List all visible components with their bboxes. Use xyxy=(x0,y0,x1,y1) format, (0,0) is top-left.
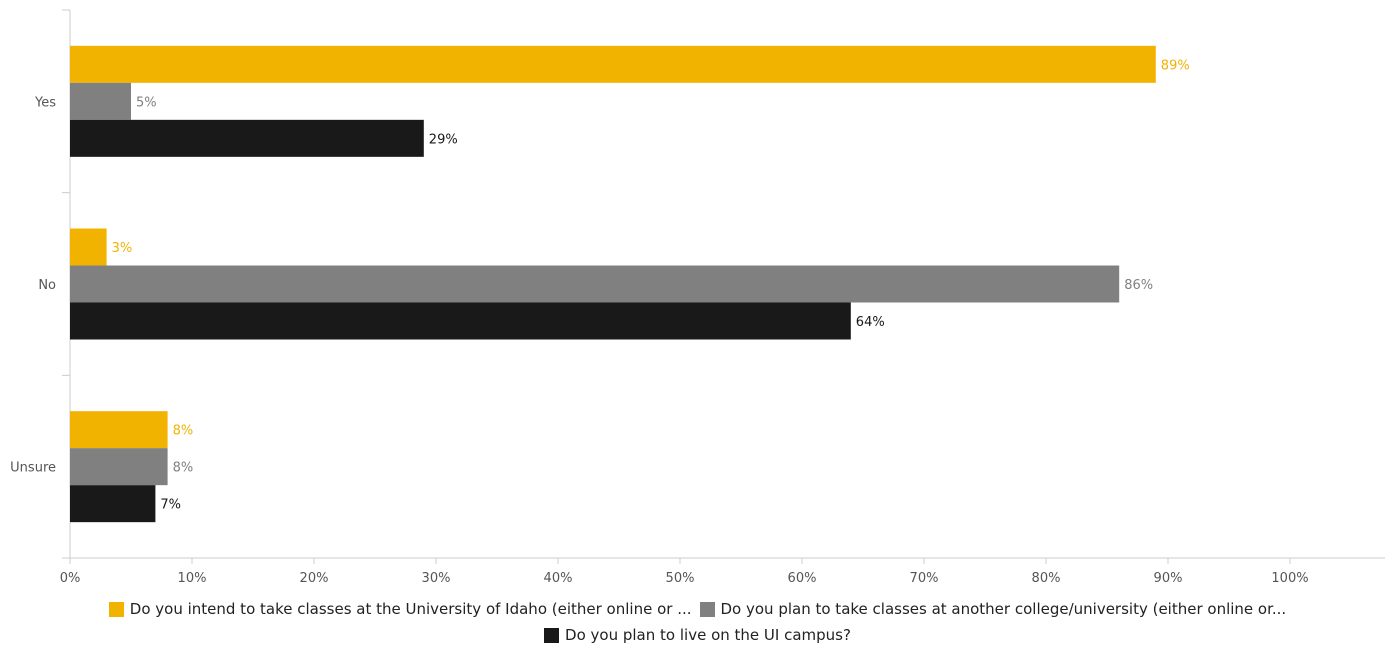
bar-value-label: 89% xyxy=(1161,58,1190,73)
x-tick-label: 10% xyxy=(178,571,207,586)
legend: Do you intend to take classes at the Uni… xyxy=(0,596,1395,648)
x-tick-label: 80% xyxy=(1032,571,1061,586)
bar xyxy=(70,82,131,120)
x-tick-label: 70% xyxy=(910,571,939,586)
x-tick-label: 0% xyxy=(60,571,81,586)
legend-label-series-1: Do you intend to take classes at the Uni… xyxy=(129,600,692,618)
bar-value-label: 29% xyxy=(429,132,458,147)
bar-value-label: 7% xyxy=(160,498,181,513)
x-tick-label: 90% xyxy=(1154,571,1183,586)
legend-row-2: Do you plan to live on the UI campus? xyxy=(0,622,1395,648)
legend-item-series-1: Do you intend to take classes at the Uni… xyxy=(108,600,692,618)
bar-value-label: 3% xyxy=(112,241,133,256)
bar xyxy=(70,228,107,266)
x-tick-label: 60% xyxy=(788,571,817,586)
legend-swatch-series-1 xyxy=(108,601,124,617)
category-label: Yes xyxy=(34,95,56,110)
x-tick-label: 30% xyxy=(422,571,451,586)
legend-row-1: Do you intend to take classes at the Uni… xyxy=(0,596,1395,622)
bar xyxy=(70,119,424,157)
bar-value-label: 5% xyxy=(136,95,157,110)
legend-swatch-series-2 xyxy=(699,601,715,617)
bars xyxy=(70,45,1156,523)
x-tick-label: 50% xyxy=(666,571,695,586)
bar xyxy=(70,411,168,449)
x-tick-label: 40% xyxy=(544,571,573,586)
category-label: Unsure xyxy=(10,461,56,476)
legend-item-series-3: Do you plan to live on the UI campus? xyxy=(544,626,851,644)
data-labels: 89% 5% 29% 3% 86% 64% 8% 8% 7% xyxy=(112,58,1190,512)
legend-swatch-series-3 xyxy=(544,627,560,643)
axes: 0% 10% 20% 30% 40% 50% 60% 70% 80% 90% 100% Yes No Un… xyxy=(10,9,1385,586)
category-label: No xyxy=(38,278,56,293)
bar xyxy=(70,448,168,486)
bar-value-label: 64% xyxy=(856,315,885,330)
bar-chart: 0% 10% 20% 30% 40% 50% 60% 70% 80% 90% 100% Yes No Un… xyxy=(10,9,1385,586)
bar xyxy=(70,302,851,340)
x-tick-label: 100% xyxy=(1271,571,1308,586)
bar xyxy=(70,485,156,523)
bar xyxy=(70,265,1120,303)
legend-label-series-3: Do you plan to live on the UI campus? xyxy=(565,626,851,644)
bar-value-label: 8% xyxy=(173,461,194,476)
legend-label-series-2: Do you plan to take classes at another c… xyxy=(720,600,1287,618)
bar-value-label: 8% xyxy=(173,424,194,439)
bar xyxy=(70,45,1156,83)
x-tick-label: 20% xyxy=(300,571,329,586)
bar-value-label: 86% xyxy=(1124,278,1153,293)
legend-item-series-2: Do you plan to take classes at another c… xyxy=(699,600,1287,618)
